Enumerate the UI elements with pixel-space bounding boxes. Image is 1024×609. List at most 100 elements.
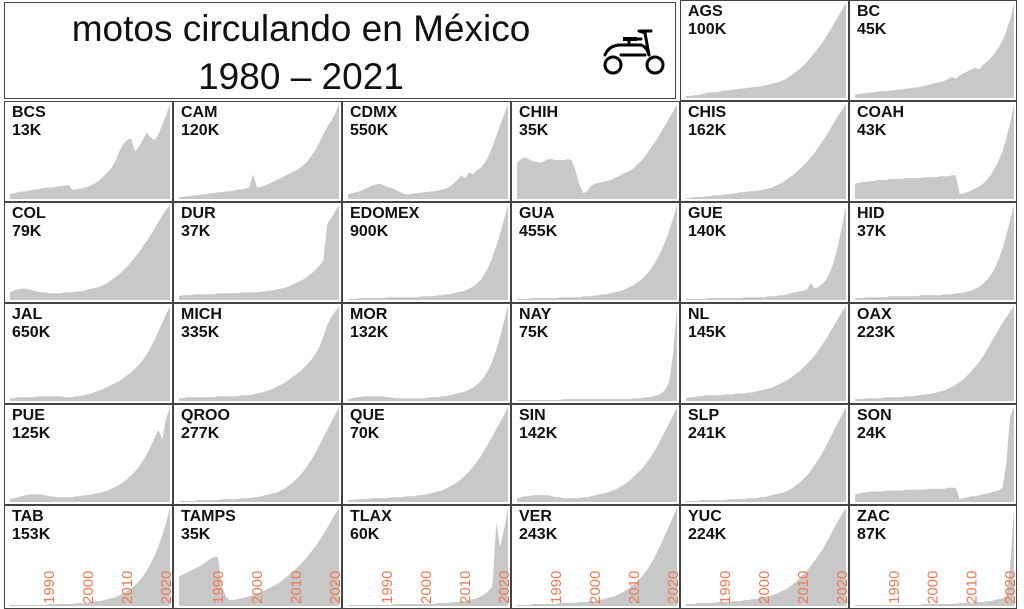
panel-code: OAX	[857, 306, 892, 323]
panel-code: TAB	[12, 508, 44, 525]
panel-chart-qroo	[179, 407, 339, 502]
panel-bcs: BCS 13K	[4, 101, 173, 202]
x-tick-label: 1990	[41, 571, 58, 604]
x-tick-label: 1990	[886, 571, 903, 604]
panel-chart-que	[348, 407, 508, 502]
panel-oax: OAX 223K	[849, 303, 1017, 404]
x-tick-label: 2020	[158, 571, 173, 604]
panel-code: COAH	[857, 104, 905, 121]
panel-code: YUC	[688, 508, 722, 525]
panel-max-value: 224K	[688, 526, 727, 543]
area-series	[855, 104, 1014, 199]
panel-zac: 1990 2000 2010 2020 ZAC 87K	[849, 505, 1017, 609]
panel-code: BC	[857, 3, 881, 20]
panel-code: CAM	[181, 104, 218, 121]
panel-max-value: 243K	[519, 526, 558, 543]
x-tick-label: 2010	[795, 571, 812, 604]
area-series	[179, 205, 339, 300]
panel-cam: CAM 120K	[173, 101, 342, 202]
panel-code: ZAC	[857, 508, 890, 525]
panel-max-value: 45K	[857, 21, 887, 38]
x-tick-label: 2000	[587, 571, 604, 604]
panel-max-value: 335K	[181, 324, 220, 341]
panel-code: CDMX	[350, 104, 398, 121]
x-tick-label: 2010	[119, 571, 136, 604]
x-tick-label: 1990	[717, 571, 734, 604]
panel-max-value: 100K	[688, 21, 727, 38]
area-series	[855, 3, 1014, 98]
panel-pue: PUE 125K	[4, 404, 173, 505]
panel-chart-son	[855, 407, 1014, 502]
panel-yuc: 1990 2000 2010 2020 YUC 224K	[680, 505, 849, 609]
panel-que: QUE 70K	[342, 404, 511, 505]
x-tick-label: 2000	[418, 571, 435, 604]
panel-chart-edomex	[348, 205, 508, 300]
area-series	[517, 104, 677, 199]
panel-chih: CHIH 35K	[511, 101, 680, 202]
panel-son: SON 24K	[849, 404, 1017, 505]
panel-chart-slp	[686, 407, 846, 502]
chart-title: motos circulando en México 1980 – 2021	[5, 5, 597, 101]
panel-chart-mich	[179, 306, 339, 401]
panel-mich: MICH 335K	[173, 303, 342, 404]
panel-max-value: 241K	[688, 425, 727, 442]
panel-max-value: 223K	[857, 324, 896, 341]
x-tick-label: 2020	[1002, 571, 1017, 604]
panel-mor: MOR 132K	[342, 303, 511, 404]
panel-tab: 1990 2000 2010 2020 TAB 153K	[4, 505, 173, 609]
panel-tamps: 1990 2000 2010 2020 TAMPS 35K	[173, 505, 342, 609]
panel-sin: SIN 142K	[511, 404, 680, 505]
scooter-icon	[603, 29, 665, 75]
area-series	[517, 508, 677, 606]
area-series	[348, 508, 508, 606]
panel-max-value: 43K	[857, 122, 887, 139]
panel-max-value: 24K	[857, 425, 887, 442]
area-series	[686, 407, 846, 502]
panel-max-value: 87K	[857, 526, 887, 543]
panel-cdmx: CDMX 550K	[342, 101, 511, 202]
area-series	[179, 306, 339, 401]
panel-col: COL 79K	[4, 202, 173, 303]
panel-jal: JAL 650K	[4, 303, 173, 404]
area-series	[686, 508, 846, 606]
panel-chart-mor	[348, 306, 508, 401]
panel-code: MICH	[181, 306, 222, 323]
panel-code: PUE	[12, 407, 45, 424]
panel-dur: DUR 37K	[173, 202, 342, 303]
panel-code: DUR	[181, 205, 216, 222]
panel-chart-nl	[686, 306, 846, 401]
x-tick-label: 2010	[457, 571, 474, 604]
panel-chis: CHIS 162K	[680, 101, 849, 202]
panel-code: SIN	[519, 407, 546, 424]
panel-max-value: 162K	[688, 122, 727, 139]
area-series	[686, 3, 846, 98]
panel-chart-gue	[686, 205, 846, 300]
panel-code: GUE	[688, 205, 723, 222]
panel-code: NL	[688, 306, 710, 323]
panel-max-value: 125K	[12, 425, 51, 442]
panel-code: TAMPS	[181, 508, 236, 525]
panel-chart-tlax: 1990 2000 2010 2020	[348, 508, 510, 606]
panel-chart-col	[10, 205, 170, 300]
panel-code: QUE	[350, 407, 385, 424]
panel-max-value: 550K	[350, 122, 389, 139]
area-series	[855, 407, 1014, 502]
panel-chart-coah	[855, 104, 1014, 199]
panel-chart-cam	[179, 104, 339, 199]
panel-max-value: 35K	[181, 526, 211, 543]
x-tick-label: 1990	[210, 571, 227, 604]
chart-title-box: motos circulando en México 1980 – 2021	[4, 2, 676, 99]
panel-edomex: EDOMEX 900K	[342, 202, 511, 303]
x-tick-label: 2010	[963, 571, 980, 604]
panel-chart-chih	[517, 104, 677, 199]
area-series	[10, 104, 170, 199]
x-tick-label: 2000	[756, 571, 773, 604]
x-tick-label: 2020	[327, 571, 342, 604]
area-series	[348, 306, 508, 401]
x-tick-label: 2020	[665, 571, 680, 604]
panel-chart-jal	[10, 306, 170, 401]
panel-max-value: 120K	[181, 122, 220, 139]
panel-nl: NL 145K	[680, 303, 849, 404]
panel-max-value: 900K	[350, 223, 389, 240]
panel-tlax: 1990 2000 2010 2020 TLAX 60K	[342, 505, 511, 609]
